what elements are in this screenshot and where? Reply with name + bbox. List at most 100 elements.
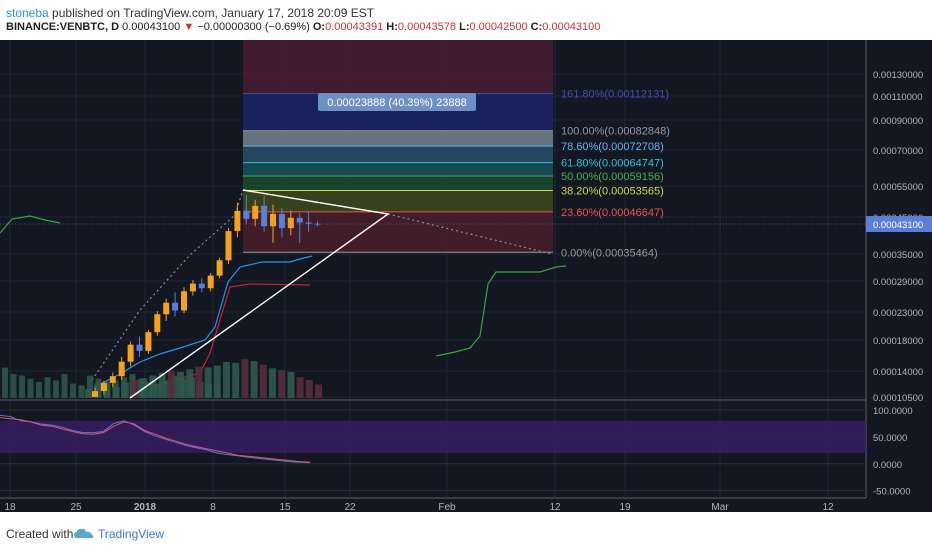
fib-zone [243, 40, 553, 94]
price-tick-label: 0.00090000 [873, 116, 923, 127]
volume-bar [85, 389, 92, 398]
volume-bar [241, 359, 249, 398]
price-axis[interactable]: 0.00130000 0.00110000 0.00090000 0.00070000… [866, 70, 932, 404]
volume-bar [131, 380, 138, 398]
low-label: L: [459, 21, 470, 33]
time-tick-label: 22 [344, 502, 356, 512]
ohlc-legend: BINANCE:VENBTC, D 0.00043100 ▼ −0.000003… [6, 21, 600, 33]
volume-bar [167, 371, 175, 398]
fib-level-label: 50.00%(0.00059156) [561, 171, 664, 183]
last-price-tag [866, 216, 932, 233]
chart-area[interactable]: 0.00023888 (40.39%) 23888 161.80%(0.0011… [0, 40, 932, 513]
oscillator-series-line [0, 414, 311, 464]
volume-bar [78, 385, 85, 398]
candle-body [305, 222, 312, 224]
fib-level-label: 161.80%(0.00112131) [561, 89, 669, 101]
price-tick-label: 0.00010500 [873, 393, 923, 404]
candle-body [145, 332, 152, 351]
price-tick-label: 0.00130000 [873, 70, 923, 81]
fib-zone [243, 190, 553, 212]
candles [92, 195, 321, 397]
volume-bar [232, 362, 240, 398]
volume-bar [2, 367, 8, 398]
candle-body [189, 283, 196, 292]
oscillator-tick-label: 100.0000 [873, 406, 913, 417]
volume-bar [315, 384, 322, 398]
created-with-text: Created with [6, 527, 74, 541]
volume-bar [158, 372, 166, 398]
candle-body [261, 205, 268, 227]
candle-body [181, 291, 187, 311]
triangle-drawing[interactable] [129, 189, 390, 399]
oscillator-series-line [0, 417, 311, 463]
oscillator-tick-label: 0.0000 [873, 460, 902, 471]
fib-level-label: 100.00%(0.00082848) [561, 126, 670, 138]
volume-bar [278, 370, 286, 398]
volume-bar [287, 371, 295, 398]
down-arrow-icon: ▼ [183, 21, 195, 33]
price-chart[interactable]: 0.00023888 (40.39%) 23888 161.80%(0.0011… [0, 40, 932, 513]
price-tick-label: 0.00018000 [873, 336, 923, 347]
author-link[interactable]: stoneba [6, 6, 49, 20]
tradingview-link[interactable]: TradingView [74, 527, 164, 541]
candle-body [92, 391, 98, 397]
fib-retracement[interactable]: 0.00023888 (40.39%) 23888 [243, 40, 553, 253]
volume-bar [61, 374, 68, 398]
volume-bar [296, 377, 304, 398]
volume-bars [2, 359, 322, 398]
volume-bar [70, 383, 76, 398]
candle-body [136, 344, 143, 351]
price-tick-label: 0.00029000 [873, 277, 923, 288]
oscillator-tick-label: 50.0000 [873, 433, 907, 444]
candle-body [243, 210, 250, 219]
volume-bar [155, 383, 161, 398]
last-price-tag-label: 0.00043100 [873, 220, 923, 231]
tradingview-brand: TradingView [98, 527, 165, 541]
low-value: 0.00042500 [469, 21, 528, 33]
open-label: O: [312, 21, 326, 33]
price-tick-label: 0.00055000 [873, 182, 923, 193]
volume-bar [195, 366, 203, 398]
measure-box[interactable] [318, 93, 476, 111]
lagging-span-line [435, 265, 567, 357]
fib-labels: 161.80%(0.00112131) 100.00%(0.00082848) 78… [561, 89, 670, 260]
last-price: 0.00043100 [122, 21, 181, 33]
fib-level-label: 23.60%(0.00046647) [561, 207, 664, 219]
candle-body [216, 260, 223, 276]
chart-header: stoneba published on TradingView.com, Ja… [0, 0, 932, 40]
fib-level-label: 38.20%(0.00053565) [561, 185, 664, 197]
volume-bar [305, 380, 313, 398]
close-value: 0.00043100 [542, 21, 601, 33]
volume-bar [87, 375, 93, 398]
volume-bar [177, 371, 184, 398]
fib-zone [243, 211, 553, 253]
volume-bar [112, 387, 120, 398]
volume-bar [36, 382, 42, 398]
stoch-rsi-pane: 100.0000 50.0000 0.0000 -50.0000 [0, 406, 913, 498]
candle-body [198, 283, 205, 289]
time-tick-label: 18 [4, 502, 16, 512]
time-axis[interactable]: 18 25 2018 8 15 22 Feb 12 19 Mar 12 [4, 502, 834, 513]
time-tick-label: 25 [70, 502, 82, 512]
time-tick-label: 15 [279, 502, 291, 512]
volume-bar [269, 368, 276, 398]
time-tick-label: 8 [210, 502, 216, 512]
volume-bar [44, 377, 51, 398]
volume-bar [149, 375, 157, 398]
candle-body [314, 223, 321, 225]
volume-bar [172, 375, 178, 398]
time-axis-background [0, 498, 866, 512]
candle-body [225, 231, 232, 261]
fib-zone [243, 145, 553, 163]
conversion-line [94, 255, 313, 388]
fib-level-label: 0.00%(0.00035464) [561, 247, 658, 259]
candle-body [252, 205, 259, 219]
candle-body [100, 382, 107, 392]
candle-body [207, 275, 214, 289]
time-tick-label: 12 [822, 502, 834, 512]
trendline-drawings[interactable] [0, 189, 866, 399]
fib-zone [243, 162, 553, 177]
candle-body [278, 213, 285, 229]
publish-info: stoneba published on TradingView.com, Ja… [6, 6, 374, 20]
volume-bar [10, 374, 17, 398]
